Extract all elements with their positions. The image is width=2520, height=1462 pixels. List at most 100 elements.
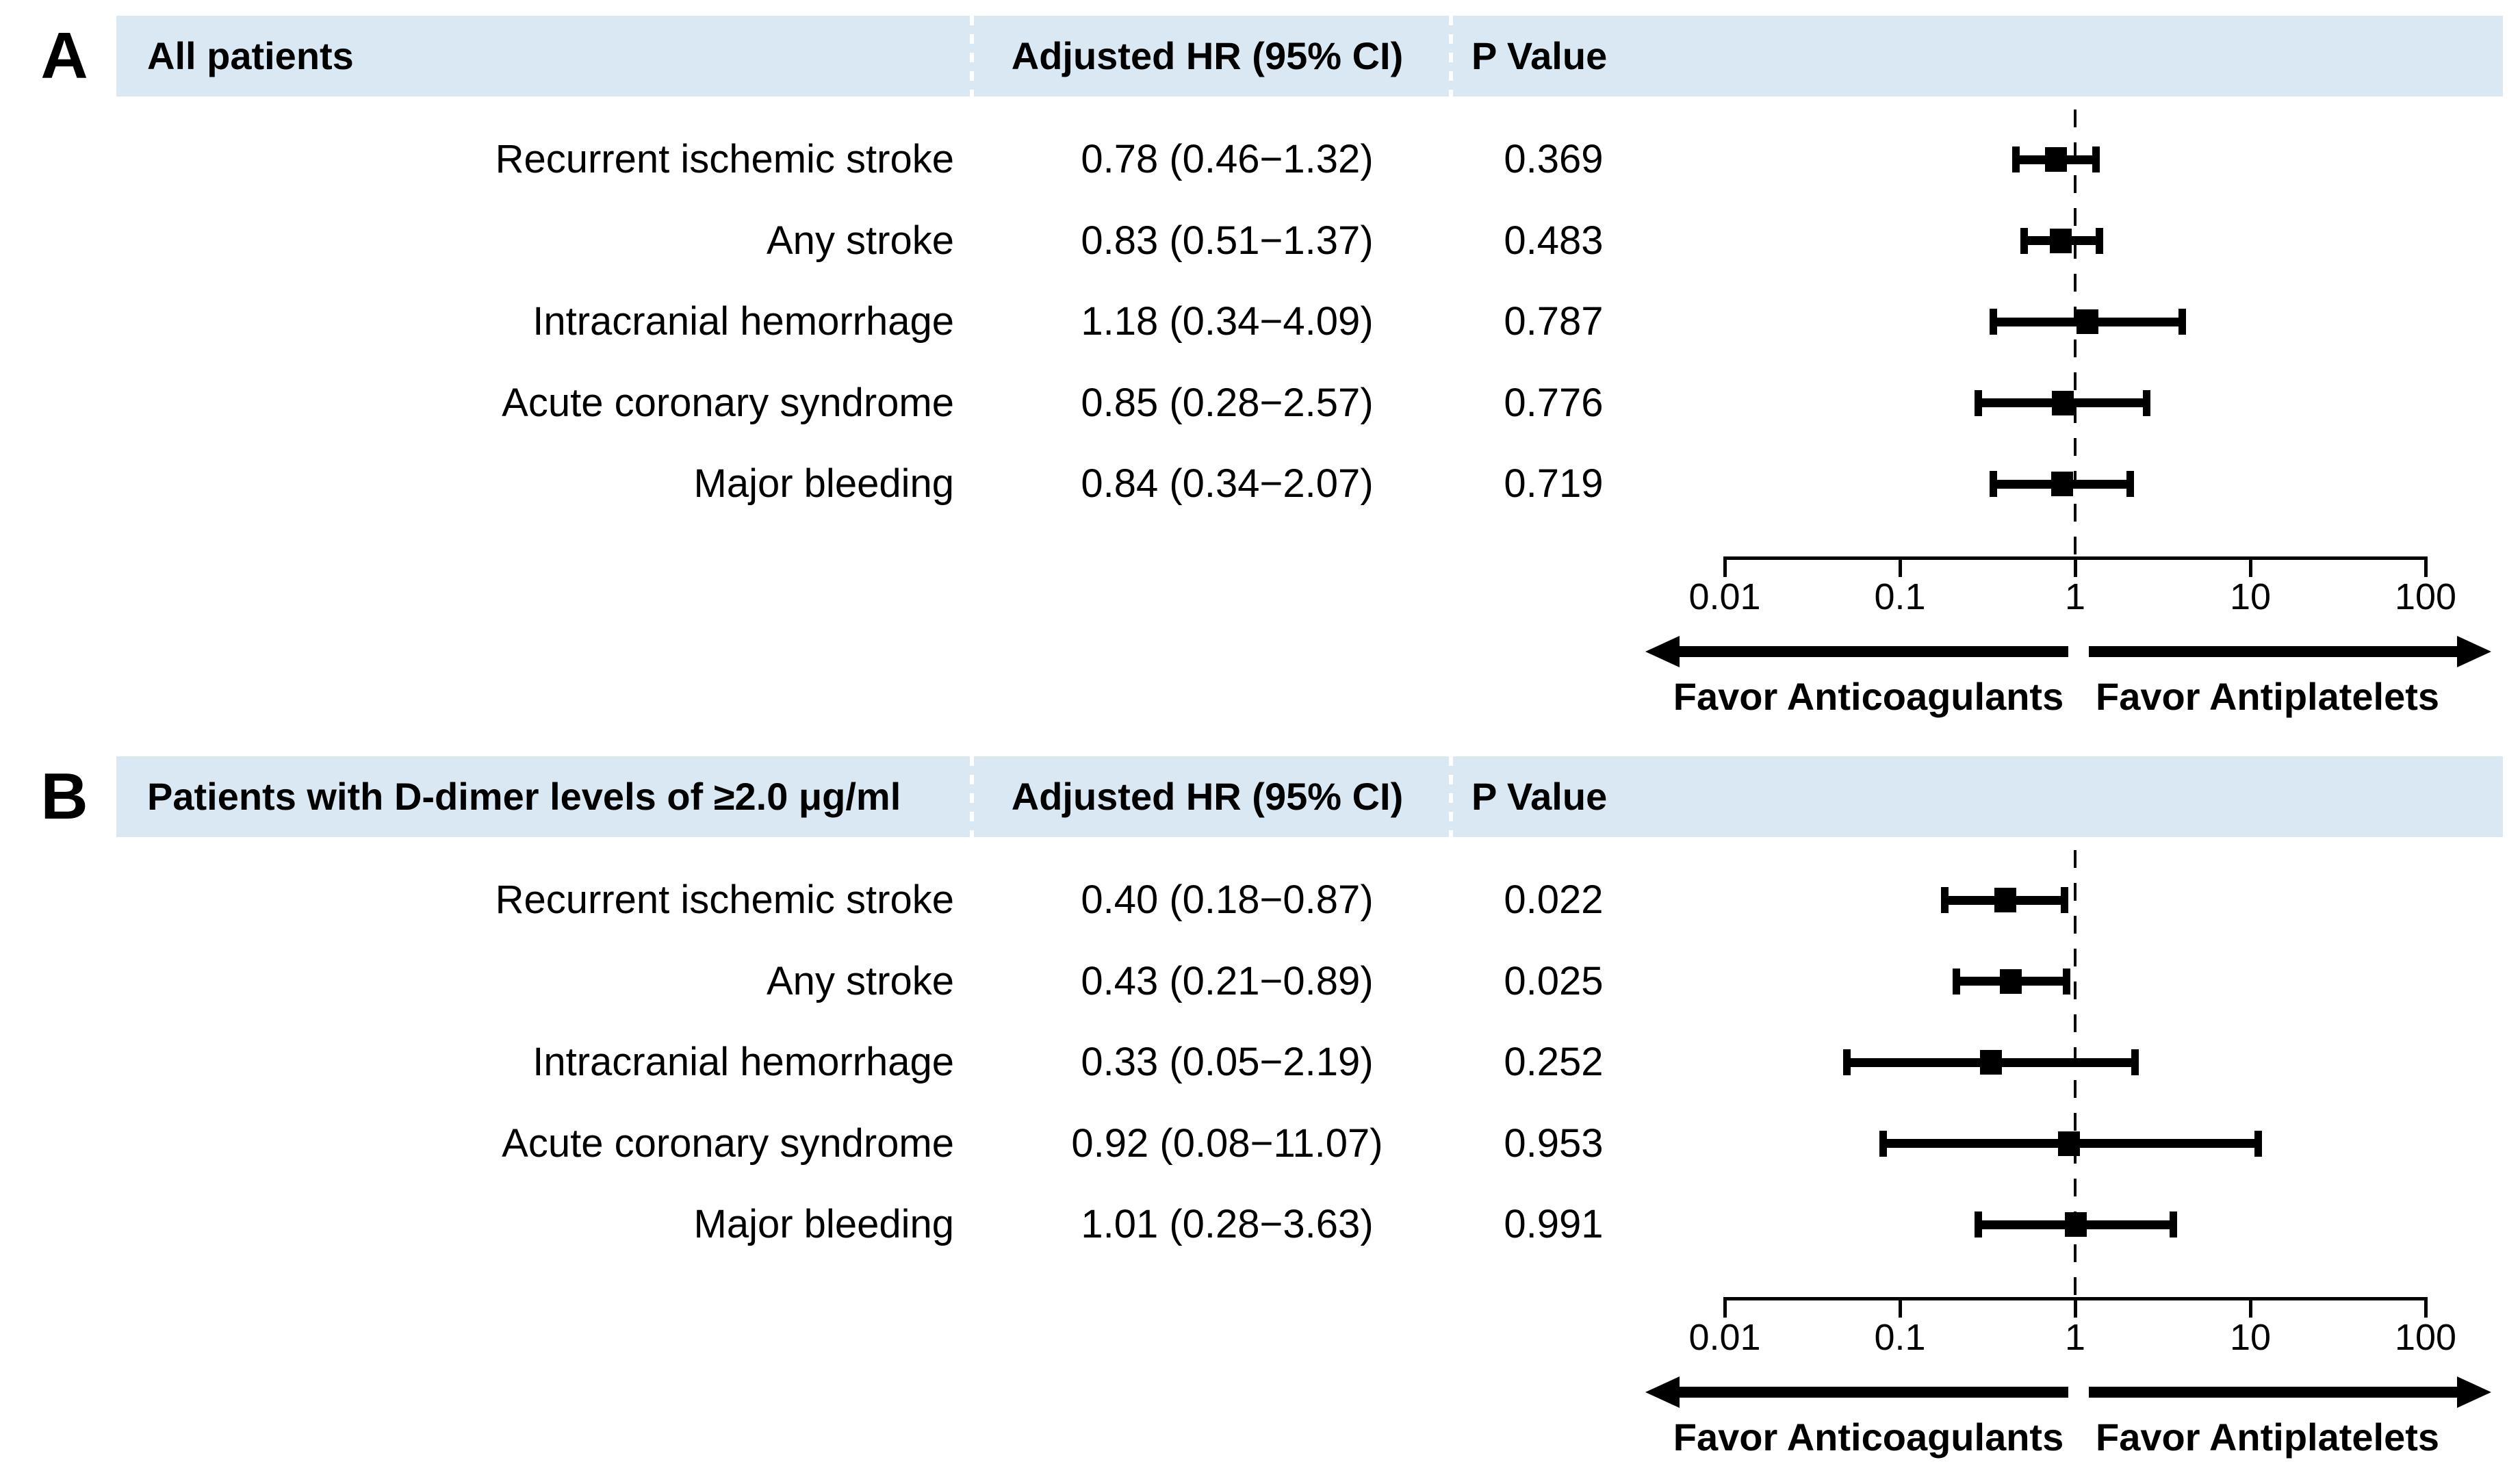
ci-cap-left (1843, 1049, 1851, 1075)
panel-a: A All patients Adjusted HR (95% CI) P Value… (0, 0, 2520, 721)
ci-cap-right (2131, 1049, 2139, 1075)
p-column-header: P Value (1471, 34, 1608, 77)
hr-value: 0.92 (0.08−11.07) (1071, 1121, 1383, 1166)
ci-cap-right (2170, 1211, 2177, 1237)
x-axis-tick-label: 0.1 (1874, 576, 1926, 617)
x-axis-tick-label: 100 (2394, 1317, 2457, 1358)
hr-value: 0.78 (0.46−1.32) (1081, 137, 1374, 181)
ci-cap-left (1953, 969, 1960, 995)
hr-value: 0.83 (0.51−1.37) (1081, 218, 1374, 263)
column-separator (970, 16, 974, 97)
x-axis-tick-label: 0.1 (1874, 1317, 1926, 1358)
hr-value: 1.01 (0.28−3.63) (1081, 1202, 1374, 1246)
x-axis-tick-label: 0.01 (1688, 1317, 1761, 1358)
x-axis-tick (1899, 1297, 1902, 1318)
favor-left-arrow-shaft (1678, 1387, 2068, 1398)
x-axis-tick (1723, 1297, 1727, 1318)
favor-anticoagulants-label: Favor Anticoagulants (1673, 675, 2064, 718)
x-axis-tick (1723, 556, 1727, 577)
favor-left-arrow-shaft (1678, 646, 2068, 657)
hr-marker (2052, 391, 2074, 415)
p-value: 0.252 (1504, 1040, 1604, 1084)
hr-value: 1.18 (0.34−4.09) (1081, 299, 1374, 344)
outcome-label: Acute coronary syndrome (502, 381, 954, 425)
ci-cap-left (1879, 1131, 1887, 1157)
favor-right-arrowhead-icon (2457, 636, 2491, 667)
favor-right-arrow-shaft (2089, 1387, 2457, 1398)
column-separator (970, 756, 974, 837)
p-column-header: P Value (1471, 775, 1608, 818)
ci-cap-right (2254, 1131, 2262, 1157)
panel-header-band (116, 756, 2503, 837)
favor-anticoagulants-label: Favor Anticoagulants (1673, 1415, 2064, 1459)
x-axis-tick-label: 0.01 (1688, 576, 1761, 617)
ci-cap-right (2126, 471, 2134, 497)
reference-line (2074, 850, 2077, 1297)
panel-title: All patients (147, 34, 354, 77)
x-axis-tick (2074, 556, 2077, 577)
panel-header-band (116, 16, 2503, 97)
hr-marker (2000, 969, 2022, 994)
outcome-label: Recurrent ischemic stroke (495, 877, 954, 922)
hr-value: 0.84 (0.34−2.07) (1081, 461, 1374, 506)
x-axis-tick (2249, 1297, 2252, 1318)
favor-right-arrow-shaft (2089, 646, 2457, 657)
hr-value: 0.43 (0.21−0.89) (1081, 959, 1374, 1003)
x-axis-tick (2074, 1297, 2077, 1318)
hr-marker (2077, 309, 2098, 334)
p-value: 0.953 (1504, 1121, 1604, 1166)
outcome-label: Major bleeding (693, 1202, 954, 1246)
x-axis-tick-label: 10 (2229, 576, 2272, 617)
ci-cap-left (1990, 309, 1997, 335)
favor-left-arrowhead-icon (1645, 636, 1680, 667)
panel-letter: A (40, 19, 88, 92)
ci-cap-left (1975, 1211, 1982, 1237)
ci-cap-right (2143, 390, 2150, 416)
p-value: 0.787 (1504, 299, 1604, 344)
p-value: 0.025 (1504, 959, 1604, 1003)
ci-cap-right (2092, 146, 2100, 172)
p-value: 0.991 (1504, 1202, 1604, 1246)
x-axis-tick-label: 100 (2394, 576, 2457, 617)
outcome-label: Major bleeding (693, 461, 954, 506)
x-axis-tick (2424, 1297, 2428, 1318)
outcome-label: Recurrent ischemic stroke (495, 137, 954, 181)
favor-left-arrowhead-icon (1645, 1376, 1680, 1408)
hr-marker (2050, 229, 2072, 253)
ci-cap-right (2061, 887, 2068, 913)
ci-cap-left (1990, 471, 1997, 497)
favor-right-arrowhead-icon (2457, 1376, 2491, 1408)
p-value: 0.369 (1504, 137, 1604, 181)
hr-marker (1994, 888, 2016, 912)
outcome-label: Acute coronary syndrome (502, 1121, 954, 1166)
hr-marker (2065, 1212, 2087, 1237)
p-value: 0.022 (1504, 877, 1604, 922)
outcome-label: Any stroke (767, 959, 954, 1003)
ci-cap-left (1941, 887, 1949, 913)
favor-antiplatelets-label: Favor Antiplatelets (2095, 675, 2440, 718)
column-separator (1449, 756, 1453, 837)
hr-marker (2058, 1131, 2080, 1156)
x-axis-tick-label: 10 (2229, 1317, 2272, 1358)
hr-column-header: Adjusted HR (95% CI) (1011, 34, 1404, 77)
outcome-label: Any stroke (767, 218, 954, 263)
p-value: 0.719 (1504, 461, 1604, 506)
ci-cap-right (2063, 969, 2070, 995)
p-value: 0.483 (1504, 218, 1604, 263)
favor-antiplatelets-label: Favor Antiplatelets (2095, 1415, 2440, 1459)
hr-marker (1980, 1050, 2002, 1075)
x-axis-tick-label: 1 (2064, 1317, 2086, 1358)
panel-b: B Patients with D-dimer levels of ≥2.0 μg… (0, 741, 2520, 1462)
reference-line (2074, 110, 2077, 556)
hr-marker (2045, 147, 2067, 172)
column-separator (1449, 16, 1453, 97)
ci-cap-right (2178, 309, 2186, 335)
ci-cap-left (2020, 228, 2028, 254)
panel-letter: B (40, 760, 88, 833)
hr-value: 0.33 (0.05−2.19) (1081, 1040, 1374, 1084)
ci-cap-right (2096, 228, 2103, 254)
hr-column-header: Adjusted HR (95% CI) (1011, 775, 1404, 818)
p-value: 0.776 (1504, 381, 1604, 425)
x-axis-tick (2249, 556, 2252, 577)
